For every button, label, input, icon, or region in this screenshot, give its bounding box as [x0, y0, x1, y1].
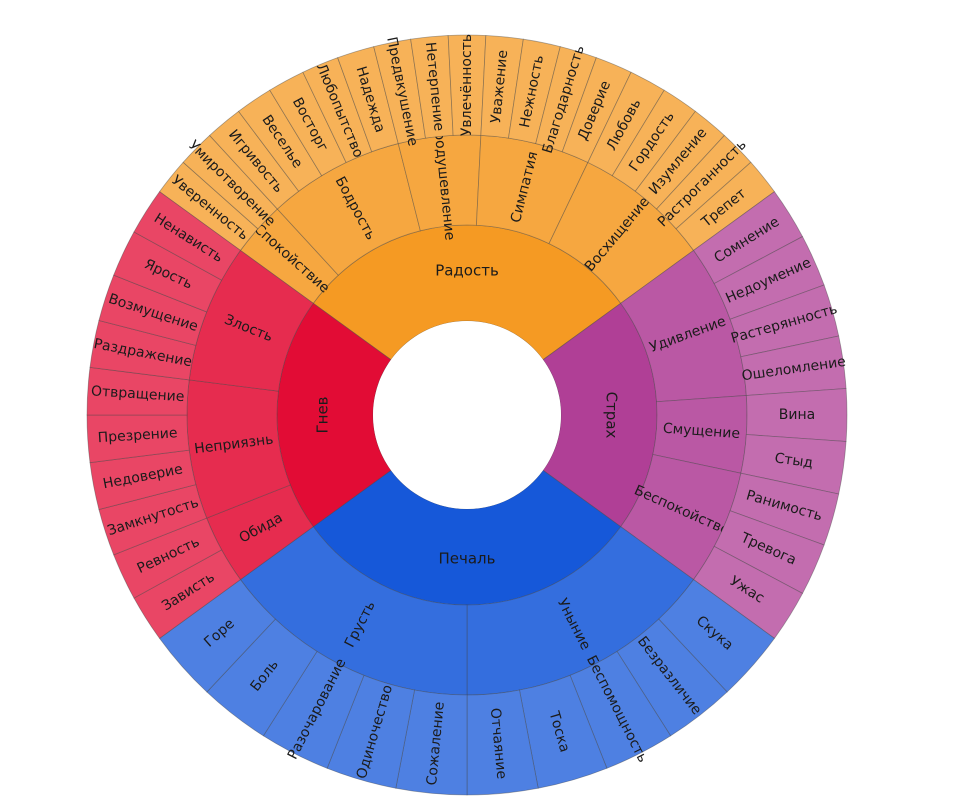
segment-уныние [466, 526, 695, 696]
segment-замкнутость [98, 484, 208, 556]
segment-любопытство [302, 57, 373, 163]
label-презрение: Презрение [97, 425, 178, 446]
segment-обида [206, 484, 314, 581]
segment-увлечённость [447, 34, 487, 136]
segment-воодушевление [397, 134, 482, 232]
label-отчаяние: Отчаяние [487, 707, 510, 780]
label-радость: Радость [435, 262, 499, 280]
segment-игривость [209, 110, 300, 210]
segment-тоска [518, 674, 608, 789]
segment-растроганность [656, 134, 752, 230]
center-hole [373, 321, 561, 509]
segment-ревность [113, 517, 223, 599]
segment-симпатия [476, 134, 589, 245]
segment-скука [658, 579, 775, 693]
label-увлечённость: Увлечённость [459, 34, 475, 136]
label-гнев: Гнев [314, 396, 332, 433]
segment-смущение [652, 395, 748, 474]
label-отвращение: Отвращение [90, 383, 184, 405]
segment-раздражение [89, 320, 197, 381]
segment-растерянность [729, 284, 840, 358]
segment-недоумение [713, 236, 825, 320]
segment-гордость [611, 89, 696, 192]
segment-возмущение [98, 274, 208, 346]
segment-радость [312, 224, 622, 361]
segment-доверие [561, 57, 632, 163]
label-смущение: Смущение [662, 421, 740, 442]
segment-благодарность [535, 46, 597, 153]
segment-сомнение [692, 191, 804, 285]
segment-ошеломление [740, 335, 847, 396]
segment-ярость [113, 231, 223, 313]
segment-печаль [312, 469, 622, 606]
segment-неприязнь [186, 379, 291, 519]
segment-любовь [587, 71, 665, 177]
segment-тревога [713, 510, 825, 594]
label-страх: Страх [603, 392, 621, 439]
segment-надежда [337, 46, 399, 153]
segment-одиночество [326, 674, 416, 789]
segment-спокойствие [239, 208, 339, 304]
segment-ужас [692, 545, 804, 639]
segment-веселье [238, 89, 323, 192]
segment-беспомощность [569, 650, 672, 769]
segment-уважение [480, 35, 524, 139]
segment-разочарование [262, 650, 365, 769]
label-печаль: Печаль [439, 550, 496, 568]
segment-предвкушение [373, 38, 426, 145]
segment-недоверие [89, 449, 197, 510]
segment-гнев [276, 302, 392, 528]
label-сожаление: Сожаление [424, 701, 448, 786]
segment-страх [542, 302, 658, 528]
label-уважение: Уважение [488, 49, 511, 124]
segment-ненависть [133, 191, 242, 281]
segment-стыд [740, 434, 847, 495]
segment-изумление [634, 110, 725, 210]
segment-отвращение [86, 366, 190, 416]
label-вина: Вина [779, 407, 815, 423]
label-стыд: Стыд [774, 450, 815, 471]
